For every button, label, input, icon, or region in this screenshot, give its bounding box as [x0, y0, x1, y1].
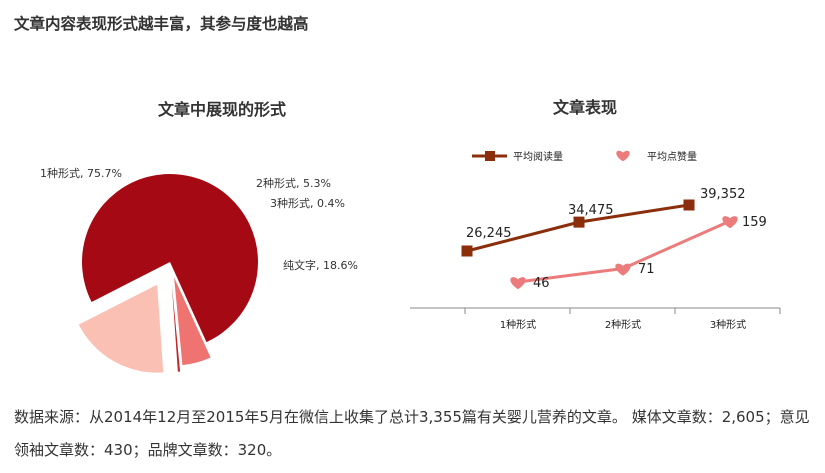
pie-slice	[78, 284, 164, 373]
legend-label: 平均阅读量	[513, 150, 563, 163]
data-source-note: 数据来源：从2014年12月至2015年5月在微信上收集了总计3,355篇有关婴…	[14, 408, 810, 459]
pie-slice	[171, 283, 181, 372]
pie-slice	[81, 174, 258, 343]
heart-marker	[722, 216, 738, 229]
square-marker	[461, 245, 473, 257]
pie-slice-label: 1种形式, 75.7%	[40, 166, 122, 180]
page-heading: 文章内容表现形式越丰富，其参与度也越高	[14, 15, 309, 33]
pie-slice-label: 3种形式, 0.4%	[270, 196, 345, 210]
heart-marker	[616, 150, 630, 162]
line-chart-title: 文章表现	[553, 98, 618, 117]
x-tick-label: 3种形式	[710, 318, 746, 331]
pie-slice-label: 纯文字, 18.6%	[283, 258, 358, 272]
x-tick-label: 1种形式	[500, 318, 536, 331]
legend-label: 平均点赞量	[647, 150, 697, 163]
data-label: 39,352	[700, 187, 746, 202]
square-marker	[683, 199, 695, 211]
heart-marker	[510, 277, 526, 290]
pie-slice-label: 2种形式, 5.3%	[256, 176, 331, 190]
x-tick-label: 2种形式	[605, 318, 641, 331]
pie-slice	[174, 277, 211, 366]
square-marker	[573, 216, 585, 228]
data-label: 46	[533, 276, 550, 291]
data-label: 159	[742, 215, 767, 230]
heart-marker	[615, 263, 631, 276]
legend-square-marker	[485, 151, 495, 161]
data-label: 26,245	[466, 226, 512, 241]
pie-chart-title: 文章中展现的形式	[158, 100, 287, 119]
data-label: 34,475	[568, 203, 614, 218]
data-label: 71	[638, 262, 655, 277]
